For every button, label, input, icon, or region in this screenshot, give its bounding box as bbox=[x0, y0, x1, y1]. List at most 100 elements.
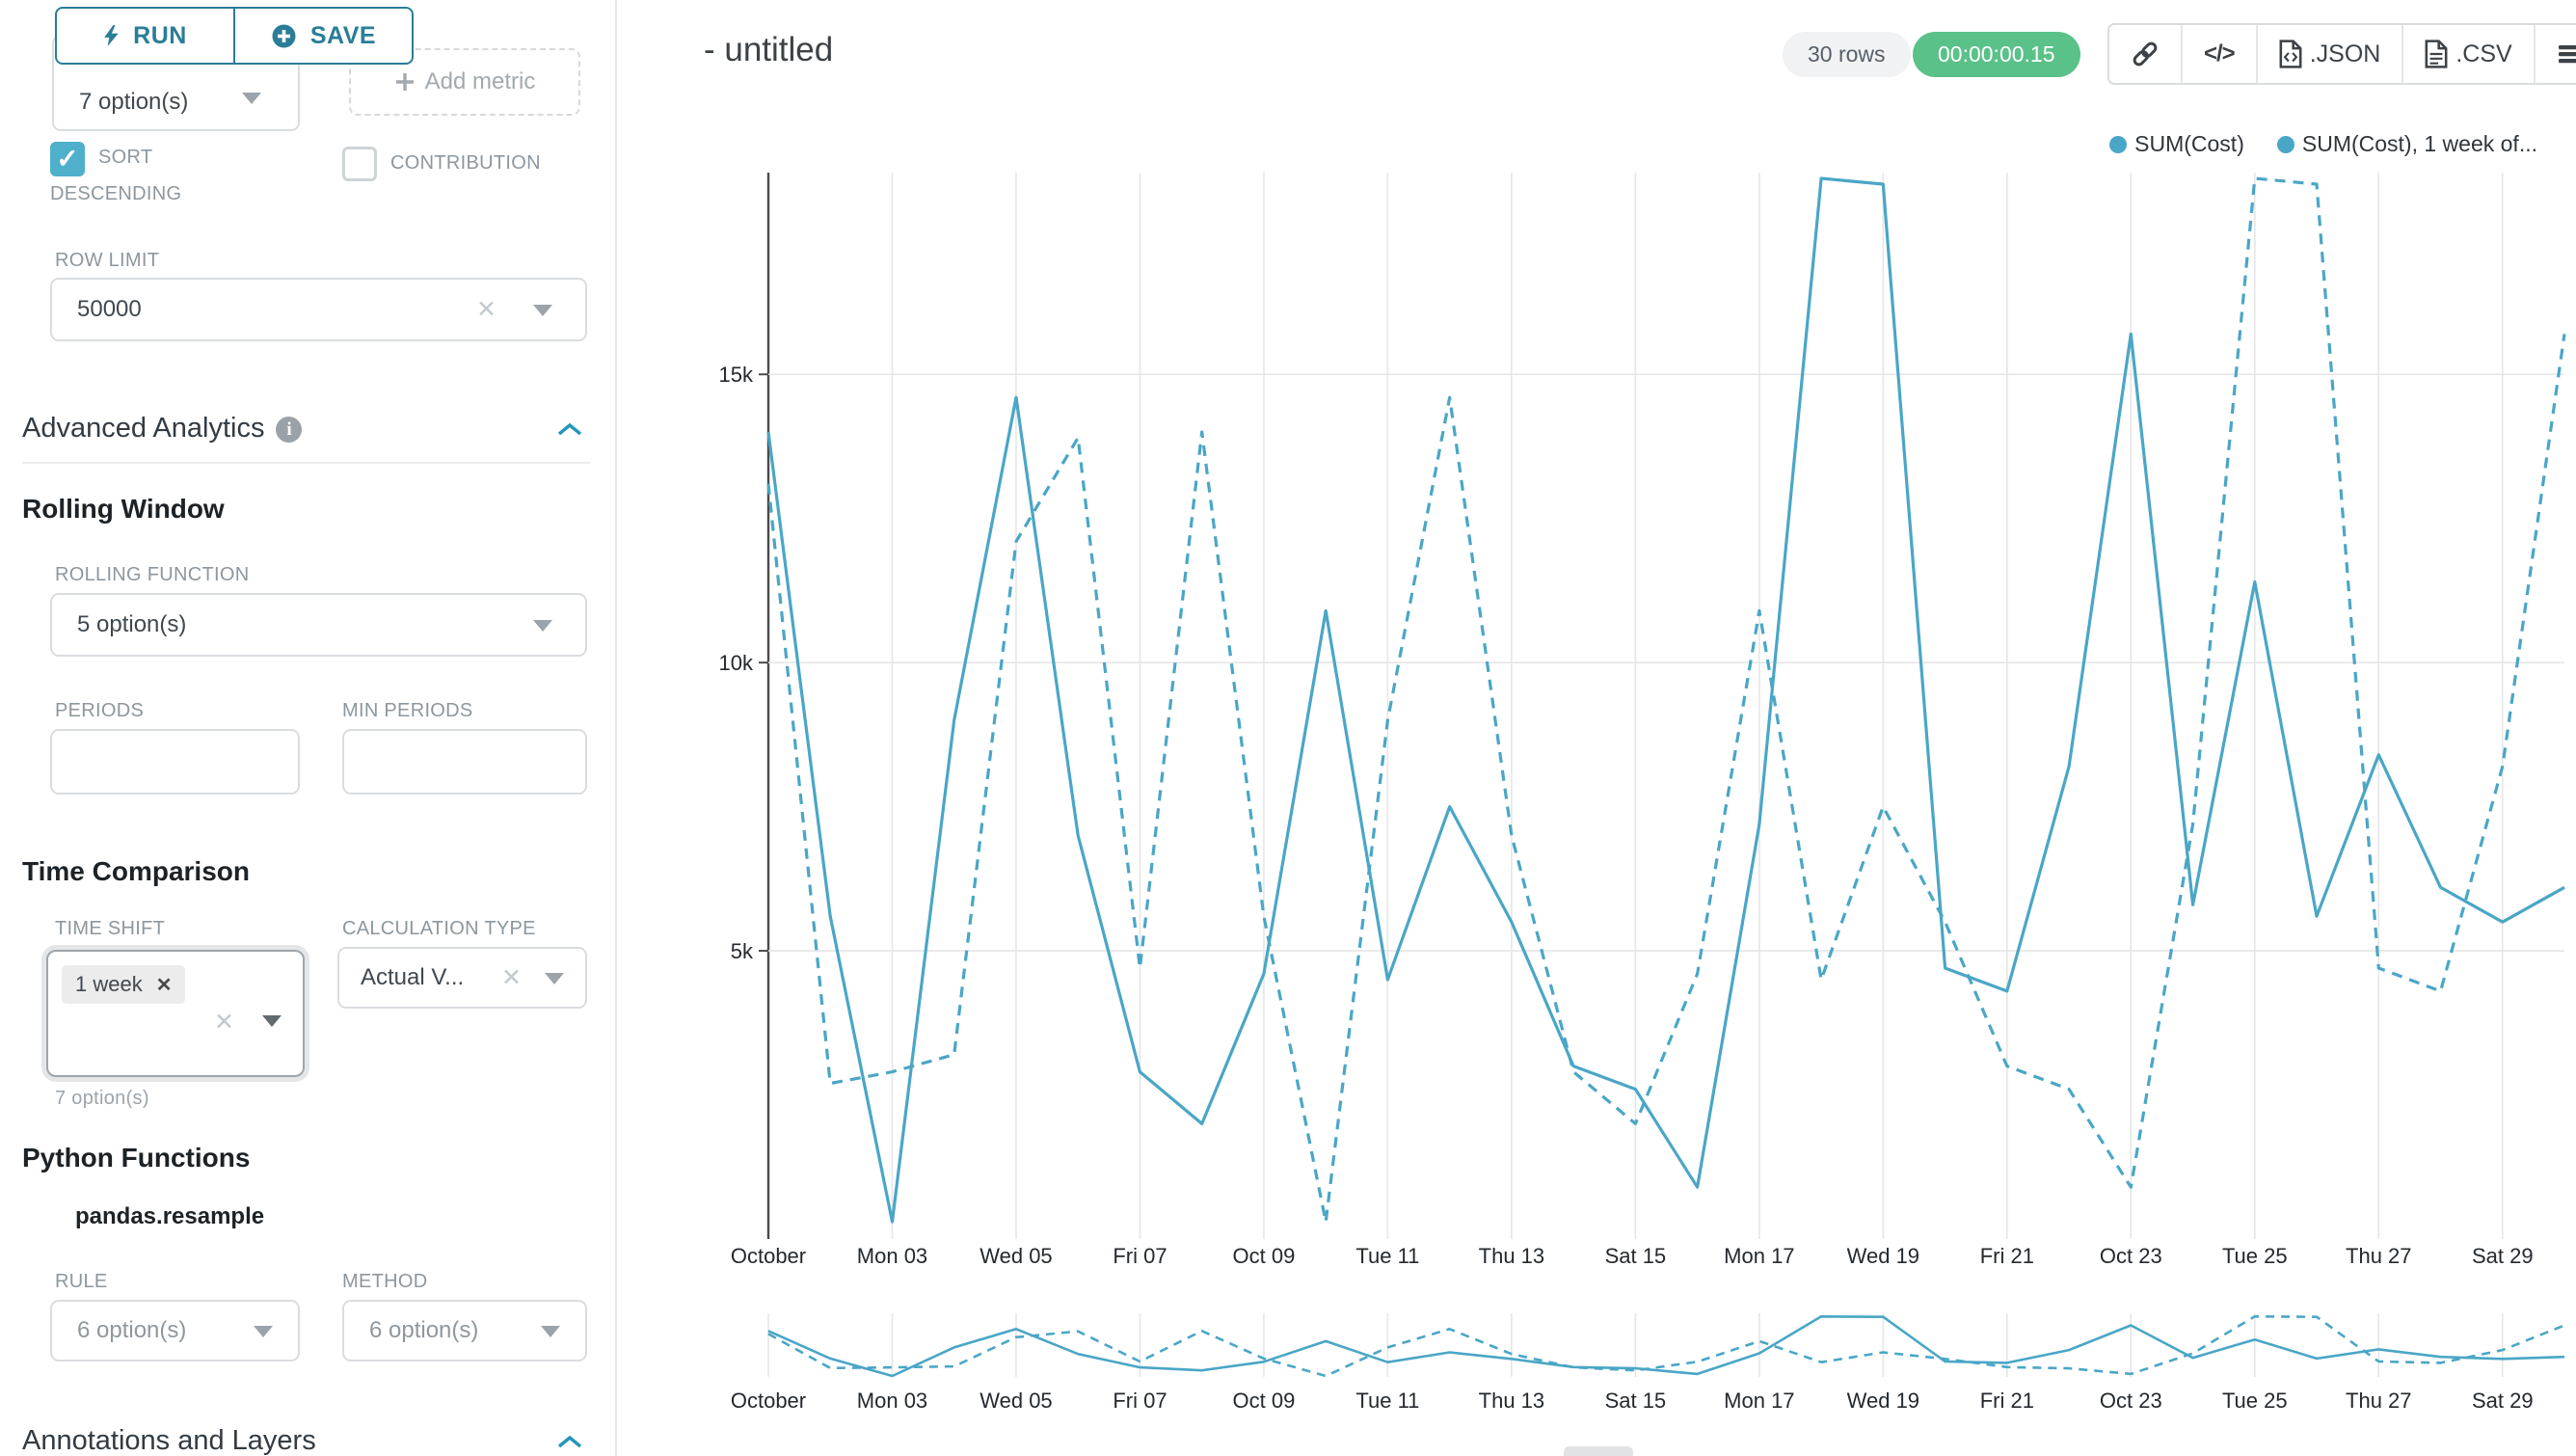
chevron-down-icon[interactable] bbox=[242, 93, 261, 104]
remove-tag-icon[interactable]: ✕ bbox=[155, 974, 173, 996]
periods-input[interactable] bbox=[50, 729, 300, 795]
svg-text:Mon 03: Mon 03 bbox=[857, 1244, 927, 1268]
chart-menu-button[interactable] bbox=[2533, 25, 2576, 83]
rule-select[interactable]: 6 option(s) bbox=[50, 1300, 300, 1362]
time-shift-label: TIME SHIFT bbox=[55, 918, 166, 939]
svg-text:Thu 13: Thu 13 bbox=[1479, 1389, 1545, 1413]
svg-text:15k: 15k bbox=[719, 363, 754, 387]
menu-icon bbox=[2558, 45, 2576, 64]
save-button[interactable]: SAVE bbox=[233, 9, 412, 63]
min-periods-input[interactable] bbox=[342, 729, 587, 795]
svg-text:Tue 11: Tue 11 bbox=[1355, 1244, 1419, 1268]
svg-text:Fri 21: Fri 21 bbox=[1980, 1244, 2034, 1268]
svg-text:Tue 25: Tue 25 bbox=[2222, 1389, 2288, 1413]
sort-descending-label-2: DESCENDING bbox=[50, 183, 182, 204]
chevron-up-icon[interactable] bbox=[557, 422, 582, 437]
time-comparison-header: Time Comparison bbox=[22, 856, 250, 886]
svg-text:Fri 07: Fri 07 bbox=[1113, 1389, 1167, 1413]
advanced-analytics-header[interactable]: Advanced Analytics i bbox=[22, 413, 303, 445]
series-dot-icon bbox=[2109, 135, 2128, 153]
mini-preview-chart[interactable]: October Mon 03 Wed 05 Fri 07 Oct 09 Tue 11 Thu… bbox=[731, 1313, 2565, 1413]
min-periods-label: MIN PERIODS bbox=[342, 700, 473, 721]
calculation-type-label: CALCULATION TYPE bbox=[342, 918, 536, 939]
export-toolbar: </> .JSON .CSV bbox=[2107, 23, 2576, 85]
chart-legend: SUM(Cost) SUM(Cost), 1 week of... bbox=[2109, 131, 2537, 157]
time-shift-select[interactable]: 1 week ✕ ✕ bbox=[46, 950, 305, 1077]
csv-label: .CSV bbox=[2455, 40, 2512, 67]
main-chart[interactable]: October Mon 03 Wed 05 Fri 07 Oct 09 Tue 11 Thu… bbox=[719, 173, 2566, 1268]
svg-text:Oct 09: Oct 09 bbox=[1233, 1244, 1296, 1268]
run-button[interactable]: RUN bbox=[57, 9, 233, 63]
python-functions-header: Python Functions bbox=[22, 1143, 251, 1173]
contribution-checkbox[interactable] bbox=[342, 147, 377, 181]
chevron-down-icon[interactable] bbox=[533, 620, 552, 632]
run-save-button-group: RUN SAVE bbox=[55, 7, 414, 65]
clear-icon[interactable]: ✕ bbox=[501, 964, 522, 991]
chart-title[interactable]: - untitled bbox=[704, 31, 834, 68]
check-icon: ✓ bbox=[56, 144, 79, 174]
legend-item-sum-cost[interactable]: SUM(Cost) bbox=[2109, 131, 2244, 157]
add-metric-label: Add metric bbox=[424, 68, 536, 94]
chevron-down-icon[interactable] bbox=[533, 305, 552, 316]
control-panel-sidebar: 7 option(s) Add metric RUN SAVE ✓ SORT D… bbox=[0, 0, 617, 1456]
svg-text:Tue 11: Tue 11 bbox=[1355, 1389, 1419, 1413]
query-timer-badge: 00:00:00.15 bbox=[1913, 32, 2080, 77]
method-select[interactable]: 6 option(s) bbox=[342, 1300, 587, 1362]
row-limit-label: ROW LIMIT bbox=[55, 250, 160, 271]
rule-label: RULE bbox=[55, 1271, 108, 1292]
time-shift-hint: 7 option(s) bbox=[55, 1088, 149, 1109]
annotations-header[interactable]: Annotations and Layers bbox=[22, 1425, 316, 1456]
json-file-icon bbox=[2279, 40, 2302, 68]
save-button-label: SAVE bbox=[309, 21, 377, 49]
plus-icon bbox=[395, 73, 414, 91]
svg-text:Wed 05: Wed 05 bbox=[979, 1389, 1052, 1413]
svg-text:Thu 27: Thu 27 bbox=[2346, 1389, 2412, 1413]
sort-descending-label-1: SORT bbox=[98, 147, 153, 168]
pandas-resample-label: pandas.resample bbox=[75, 1203, 265, 1229]
svg-text:Oct 09: Oct 09 bbox=[1233, 1389, 1296, 1413]
horizontal-scrollbar-thumb[interactable] bbox=[1564, 1446, 1633, 1456]
json-label: .JSON bbox=[2309, 40, 2381, 67]
svg-text:Sat 29: Sat 29 bbox=[2472, 1244, 2534, 1268]
rolling-function-value: 5 option(s) bbox=[77, 611, 187, 637]
svg-text:October: October bbox=[731, 1244, 806, 1268]
legend-label: SUM(Cost) bbox=[2134, 131, 2244, 156]
calculation-type-value: Actual V... bbox=[361, 964, 465, 990]
sort-descending-checkbox[interactable]: ✓ bbox=[50, 142, 85, 176]
row-limit-select[interactable]: 50000 ✕ bbox=[50, 278, 587, 341]
chevron-down-icon[interactable] bbox=[541, 1326, 560, 1337]
rolling-function-select[interactable]: 5 option(s) bbox=[50, 593, 587, 657]
chevron-up-icon[interactable] bbox=[557, 1435, 582, 1449]
bolt-icon bbox=[104, 25, 119, 46]
copy-link-button[interactable] bbox=[2109, 25, 2181, 83]
chevron-down-icon[interactable] bbox=[254, 1326, 273, 1337]
series-dot-icon bbox=[2276, 135, 2294, 153]
svg-text:Fri 21: Fri 21 bbox=[1980, 1389, 2034, 1413]
export-csv-button[interactable]: .CSV bbox=[2402, 25, 2533, 83]
csv-file-icon bbox=[2425, 40, 2448, 68]
method-value: 6 option(s) bbox=[369, 1317, 479, 1343]
embed-code-button[interactable]: </> bbox=[2181, 25, 2256, 83]
periods-label: PERIODS bbox=[55, 700, 145, 721]
chevron-down-icon[interactable] bbox=[545, 973, 564, 984]
svg-text:10k: 10k bbox=[719, 651, 754, 675]
svg-text:Mon 17: Mon 17 bbox=[1724, 1389, 1794, 1413]
chevron-down-icon[interactable] bbox=[262, 1015, 282, 1027]
contribution-label: CONTRIBUTION bbox=[390, 152, 541, 174]
legend-label: SUM(Cost), 1 week of... bbox=[2301, 131, 2537, 156]
svg-text:Sat 15: Sat 15 bbox=[1605, 1389, 1667, 1413]
calculation-type-select[interactable]: Actual V... ✕ bbox=[337, 947, 587, 1009]
clear-icon[interactable]: ✕ bbox=[214, 1009, 234, 1036]
plus-circle-icon bbox=[272, 24, 296, 47]
info-icon: i bbox=[276, 417, 303, 443]
svg-text:Wed 19: Wed 19 bbox=[1847, 1244, 1919, 1268]
legend-item-sum-cost-1-week-offset[interactable]: SUM(Cost), 1 week of... bbox=[2276, 131, 2537, 157]
svg-text:October: October bbox=[731, 1389, 806, 1413]
clear-icon[interactable]: ✕ bbox=[476, 296, 496, 323]
svg-text:Tue 25: Tue 25 bbox=[2222, 1244, 2288, 1268]
svg-text:Mon 03: Mon 03 bbox=[857, 1389, 927, 1413]
code-icon: </> bbox=[2204, 40, 2236, 67]
svg-text:Thu 13: Thu 13 bbox=[1479, 1244, 1545, 1268]
export-json-button[interactable]: .JSON bbox=[2255, 25, 2402, 83]
